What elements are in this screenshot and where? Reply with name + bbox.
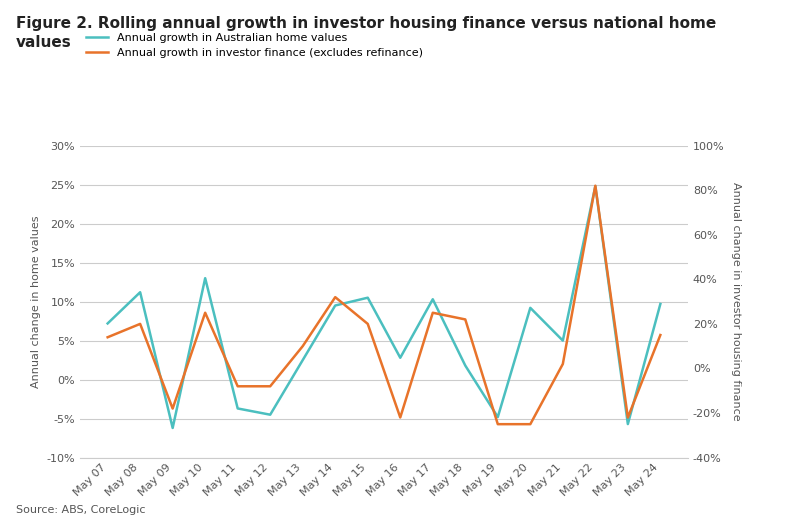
Annual growth in investor finance (excludes refinance) [233,383,242,389]
Annual growth in investor finance (excludes refinance) [330,294,340,300]
Annual growth in Australian home values [233,406,242,412]
Annual growth in investor finance (excludes refinance) [395,414,405,421]
Annual growth in investor finance (excludes refinance) [103,334,113,341]
Legend: Annual growth in Australian home values, Annual growth in investor finance (excl: Annual growth in Australian home values,… [86,33,422,58]
Line: Annual growth in investor finance (excludes refinance): Annual growth in investor finance (exclu… [108,186,660,424]
Annual growth in investor finance (excludes refinance) [493,421,502,427]
Annual growth in Australian home values [461,362,470,369]
Annual growth in investor finance (excludes refinance) [590,183,600,189]
Text: Figure 2. Rolling annual growth in investor housing finance versus national home: Figure 2. Rolling annual growth in inves… [16,16,716,50]
Text: Source: ABS, CoreLogic: Source: ABS, CoreLogic [16,505,146,515]
Annual growth in Australian home values [590,183,600,189]
Annual growth in Australian home values [493,414,502,420]
Annual growth in investor finance (excludes refinance) [363,321,373,327]
Annual growth in investor finance (excludes refinance) [558,361,568,367]
Annual growth in Australian home values [168,425,178,431]
Annual growth in investor finance (excludes refinance) [623,414,633,421]
Annual growth in Australian home values [428,296,438,302]
Annual growth in Australian home values [103,320,113,327]
Y-axis label: Annual change in investor housing finance: Annual change in investor housing financ… [731,183,741,421]
Annual growth in Australian home values [623,421,633,427]
Annual growth in investor finance (excludes refinance) [298,343,307,349]
Annual growth in Australian home values [200,275,210,281]
Annual growth in investor finance (excludes refinance) [266,383,275,389]
Line: Annual growth in Australian home values: Annual growth in Australian home values [108,186,660,428]
Annual growth in Australian home values [135,289,145,295]
Annual growth in investor finance (excludes refinance) [526,421,535,427]
Annual growth in investor finance (excludes refinance) [428,309,438,316]
Annual growth in investor finance (excludes refinance) [200,309,210,316]
Annual growth in Australian home values [558,337,568,344]
Annual growth in investor finance (excludes refinance) [655,332,665,338]
Annual growth in investor finance (excludes refinance) [461,316,470,322]
Annual growth in investor finance (excludes refinance) [135,321,145,327]
Annual growth in investor finance (excludes refinance) [168,406,178,412]
Annual growth in Australian home values [395,355,405,361]
Annual growth in Australian home values [330,302,340,308]
Annual growth in Australian home values [526,305,535,311]
Annual growth in Australian home values [363,294,373,301]
Y-axis label: Annual change in home values: Annual change in home values [31,215,41,388]
Annual growth in Australian home values [266,412,275,418]
Annual growth in Australian home values [655,301,665,307]
Annual growth in Australian home values [298,357,307,363]
